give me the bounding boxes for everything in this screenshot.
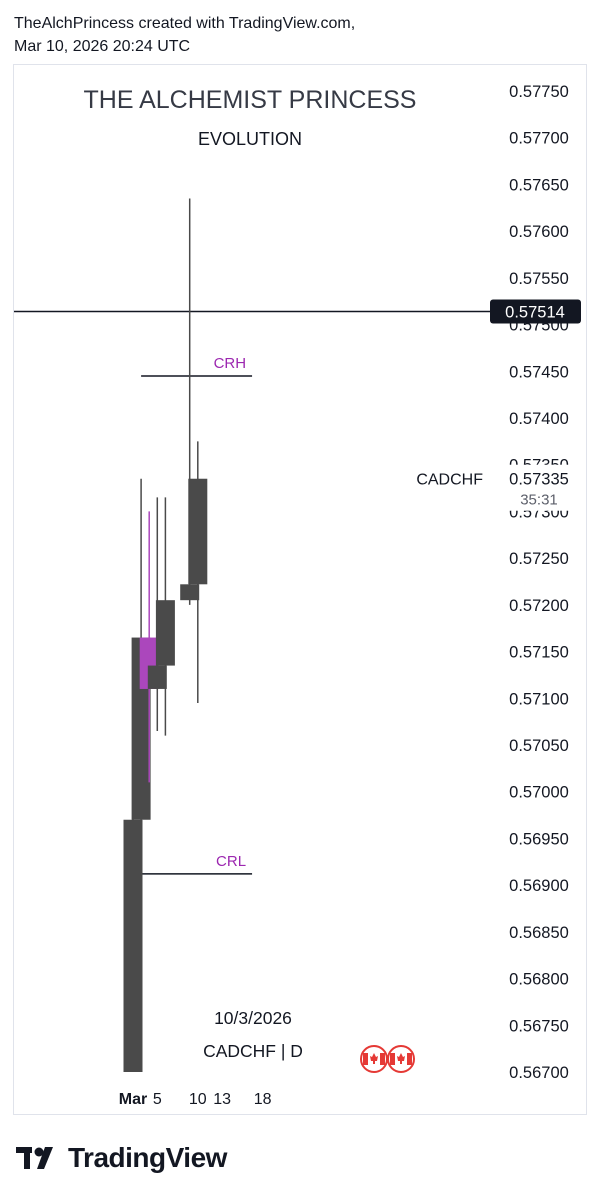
y-tick-label: 0.56750 bbox=[509, 1017, 569, 1035]
y-tick-label: 0.56900 bbox=[509, 877, 569, 895]
y-tick-label: 0.57400 bbox=[509, 410, 569, 428]
y-tick-label: 0.56950 bbox=[509, 830, 569, 848]
canada-flag-event-icon[interactable] bbox=[387, 1045, 415, 1073]
chart-title: THE ALCHEMIST PRINCESS bbox=[84, 86, 417, 114]
y-tick-label: 0.56800 bbox=[509, 971, 569, 989]
level-label-crl: CRL bbox=[216, 853, 246, 870]
y-tick-label: 0.57600 bbox=[509, 223, 569, 241]
candle-body bbox=[147, 665, 167, 689]
publish-info-line1: TheAlchPrincess created with TradingView… bbox=[14, 15, 356, 32]
current-price-tag bbox=[496, 464, 586, 511]
publish-info-line2: Mar 10, 2026 20:24 UTC bbox=[14, 38, 191, 55]
info-date: 10/3/2026 bbox=[214, 1008, 292, 1028]
candle-body bbox=[123, 819, 143, 1072]
tradingview-logo-icon bbox=[16, 1147, 53, 1169]
current-price-label: 0.57335 bbox=[509, 471, 569, 489]
candle-body bbox=[180, 584, 200, 601]
x-tick-label: 5 bbox=[153, 1091, 162, 1108]
y-tick-label: 0.56850 bbox=[509, 924, 569, 942]
y-tick-label: 0.57650 bbox=[509, 176, 569, 194]
x-tick-label: 18 bbox=[254, 1091, 272, 1108]
horizontal-line-price-label: 0.57514 bbox=[505, 303, 565, 321]
y-tick-label: 0.57250 bbox=[509, 550, 569, 568]
level-label-crh: CRH bbox=[214, 355, 247, 372]
candle-body bbox=[155, 600, 175, 666]
x-tick-label: 13 bbox=[213, 1091, 231, 1108]
symbol-label: CADCHF bbox=[416, 472, 483, 489]
y-tick-label: 0.57000 bbox=[509, 784, 569, 802]
x-tick-label: 10 bbox=[189, 1091, 207, 1108]
tradingview-logo: TradingView bbox=[16, 1140, 227, 1176]
y-tick-label: 0.56700 bbox=[509, 1064, 569, 1082]
y-tick-label: 0.57150 bbox=[509, 644, 569, 662]
y-tick-label: 0.57450 bbox=[509, 363, 569, 381]
tradingview-wordmark: TradingView bbox=[68, 1142, 227, 1173]
y-tick-label: 0.57700 bbox=[509, 130, 569, 148]
candle-body bbox=[188, 478, 208, 585]
chart-subtitle: EVOLUTION bbox=[198, 129, 302, 149]
x-tick-label: Mar bbox=[119, 1091, 147, 1108]
y-tick-label: 0.57750 bbox=[509, 83, 569, 101]
y-tick-label: 0.57200 bbox=[509, 597, 569, 615]
info-symbol: CADCHF | D bbox=[203, 1041, 303, 1061]
y-tick-label: 0.57100 bbox=[509, 690, 569, 708]
y-tick-label: 0.57550 bbox=[509, 270, 569, 288]
bar-countdown: 35:31 bbox=[520, 492, 558, 509]
canada-flag-event-icon[interactable] bbox=[360, 1045, 388, 1073]
horizontal-line-price-tag bbox=[490, 299, 581, 324]
y-tick-label: 0.57050 bbox=[509, 737, 569, 755]
chart-frame bbox=[13, 64, 587, 1115]
